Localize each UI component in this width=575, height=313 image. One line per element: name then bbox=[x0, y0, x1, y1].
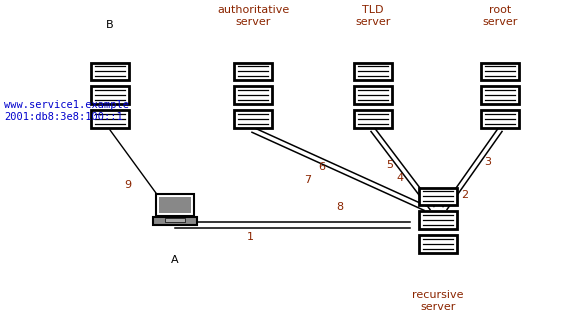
Text: A: A bbox=[171, 255, 179, 265]
FancyBboxPatch shape bbox=[234, 86, 272, 104]
Text: authoritative
server: authoritative server bbox=[217, 5, 289, 27]
Text: 8: 8 bbox=[336, 202, 344, 212]
FancyBboxPatch shape bbox=[354, 86, 392, 104]
FancyBboxPatch shape bbox=[481, 110, 519, 127]
FancyBboxPatch shape bbox=[419, 211, 457, 229]
Text: 5: 5 bbox=[386, 160, 393, 170]
Text: B: B bbox=[106, 20, 114, 30]
FancyBboxPatch shape bbox=[91, 86, 129, 104]
Text: 3: 3 bbox=[485, 157, 492, 167]
Bar bbox=[153, 217, 197, 225]
FancyBboxPatch shape bbox=[354, 110, 392, 127]
Text: root
server: root server bbox=[482, 5, 518, 27]
FancyBboxPatch shape bbox=[234, 110, 272, 127]
Text: recursive
server: recursive server bbox=[412, 290, 464, 312]
Text: 4: 4 bbox=[396, 173, 404, 183]
Text: www.service1.example
2001:db8:3e8:100::1: www.service1.example 2001:db8:3e8:100::1 bbox=[4, 100, 129, 121]
Bar bbox=[156, 194, 194, 216]
FancyBboxPatch shape bbox=[91, 110, 129, 127]
Text: 7: 7 bbox=[304, 175, 312, 185]
Bar bbox=[165, 218, 185, 222]
Text: TLD
server: TLD server bbox=[355, 5, 390, 27]
FancyBboxPatch shape bbox=[354, 63, 392, 80]
FancyBboxPatch shape bbox=[481, 63, 519, 80]
Text: 6: 6 bbox=[319, 162, 325, 172]
FancyBboxPatch shape bbox=[481, 86, 519, 104]
FancyBboxPatch shape bbox=[234, 63, 272, 80]
FancyBboxPatch shape bbox=[419, 235, 457, 253]
FancyBboxPatch shape bbox=[91, 63, 129, 80]
Text: 2: 2 bbox=[461, 190, 469, 200]
Text: 9: 9 bbox=[124, 180, 132, 190]
FancyBboxPatch shape bbox=[419, 187, 457, 205]
Text: 1: 1 bbox=[247, 232, 254, 242]
Bar bbox=[159, 197, 191, 213]
